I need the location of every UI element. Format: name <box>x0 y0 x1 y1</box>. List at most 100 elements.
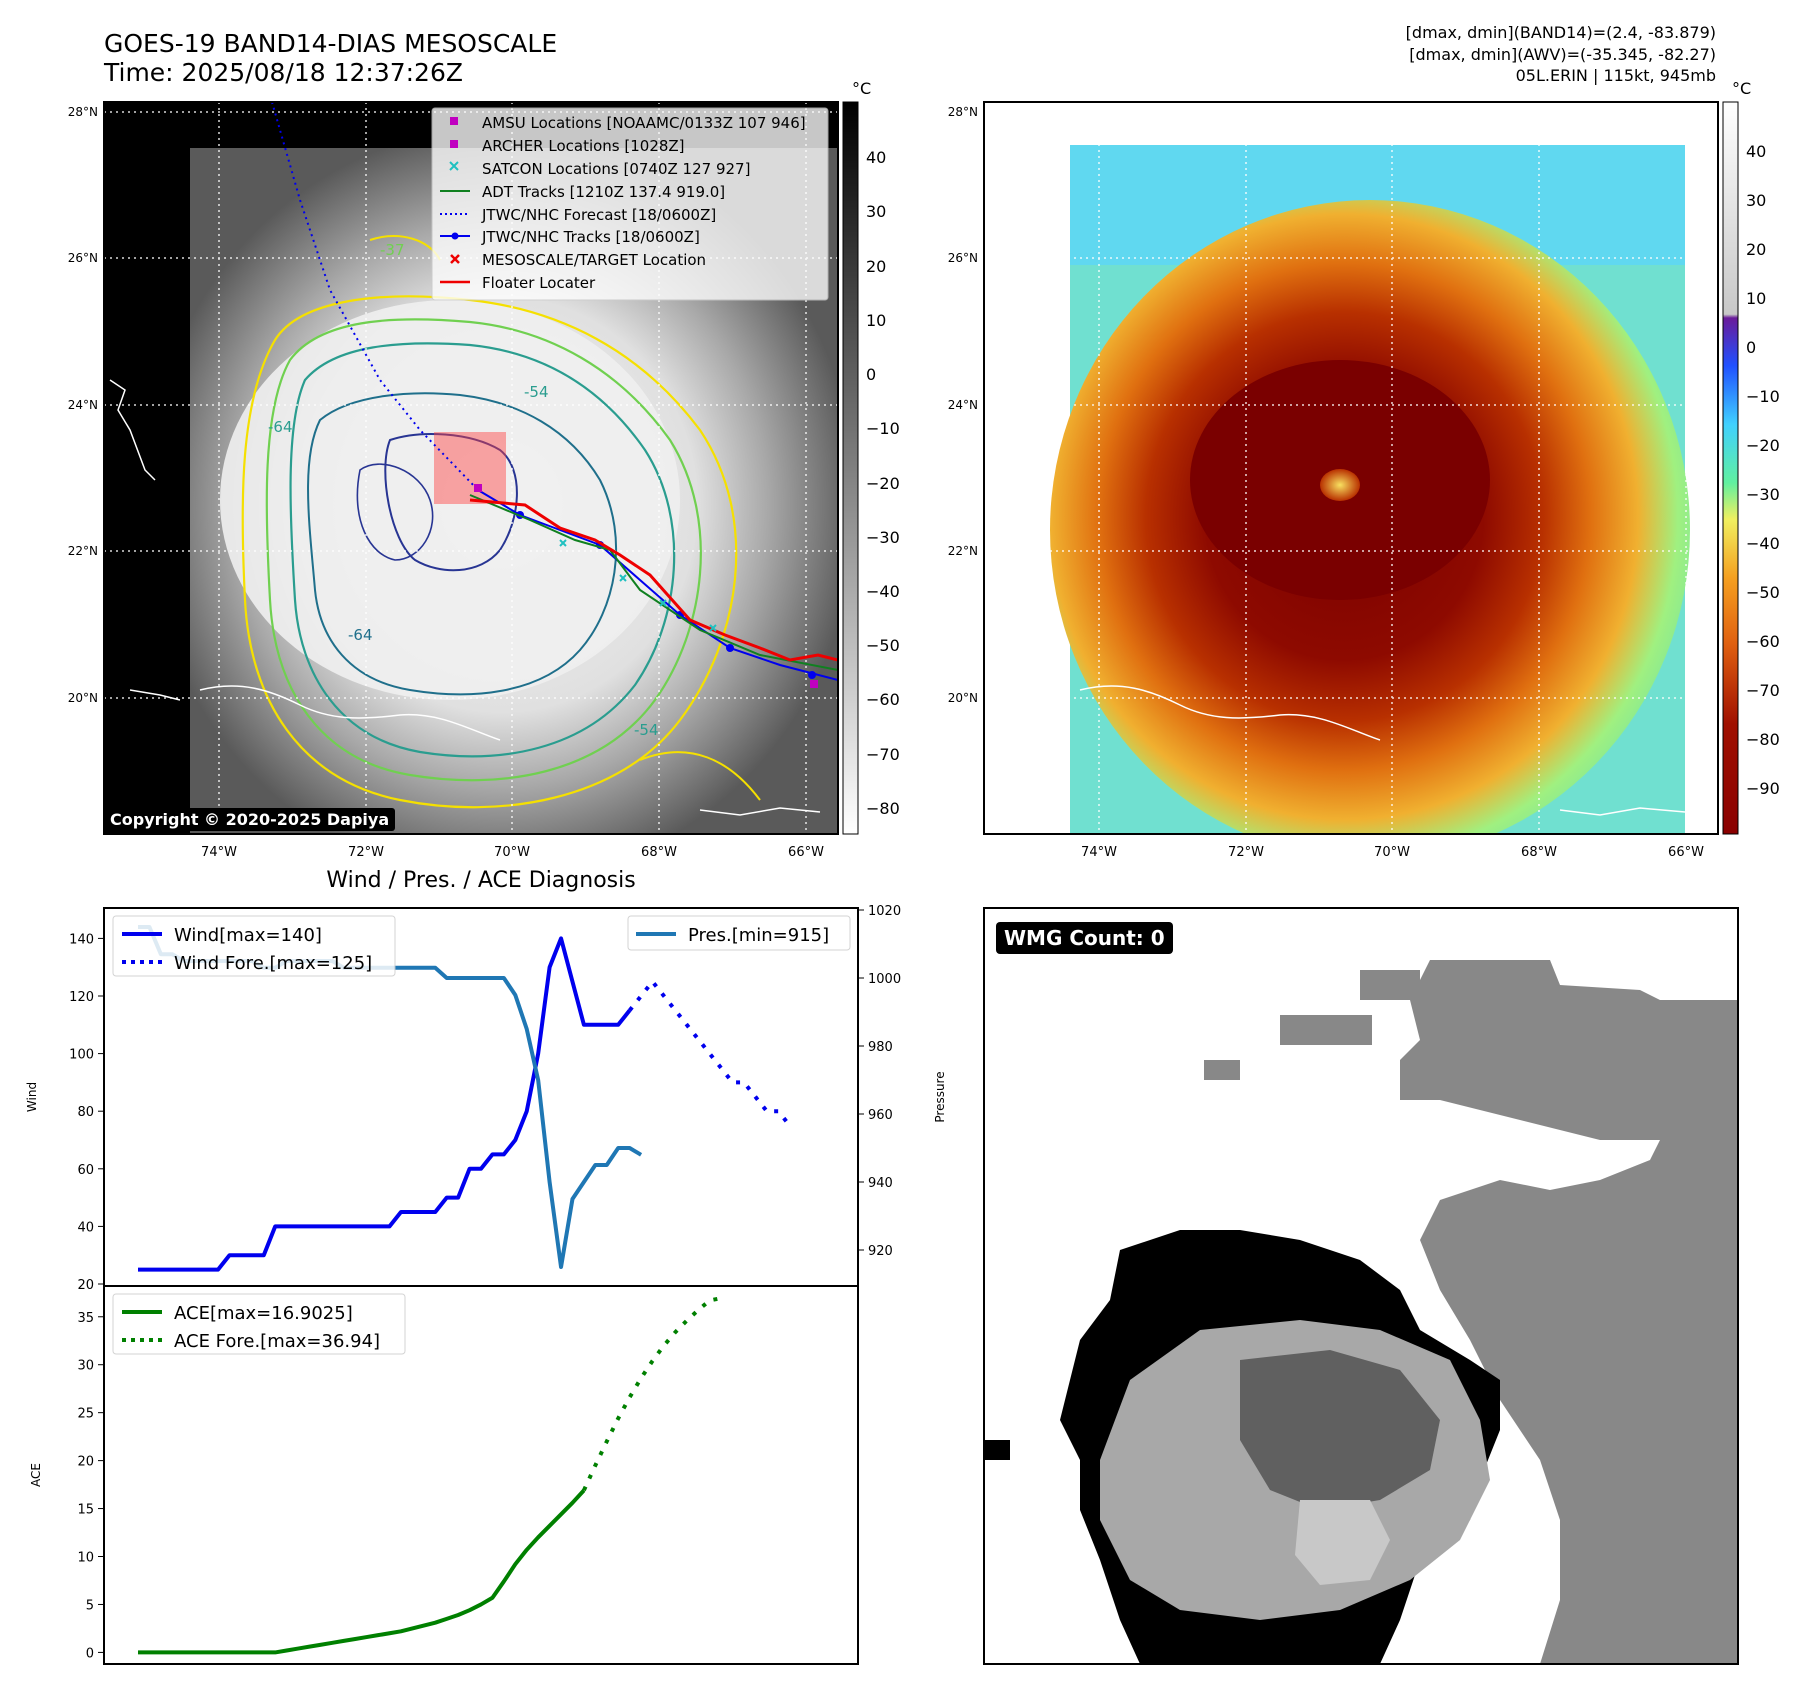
color-lat-26: 26°N <box>948 251 978 265</box>
wmg-count-badge: WMG Count: 0 <box>996 922 1173 954</box>
ace-ticks: 35 30 25 20 15 10 5 0 <box>77 1311 104 1661</box>
color-lat-labels: 28°N 26°N 24°N 22°N 20°N <box>948 105 978 705</box>
legend-forecast-label: JTWC/NHC Forecast [18/0600Z] <box>481 206 716 224</box>
ir-lat-26: 26°N <box>68 251 98 265</box>
color-eye <box>1320 469 1360 501</box>
color-tick-13: −90 <box>1746 779 1780 798</box>
gray-tick-2: 20 <box>866 257 886 276</box>
legend-amsu-label: AMSU Locations [NOAAMC/0133Z 107 946] <box>482 114 806 132</box>
color-lat-22: 22°N <box>948 544 978 558</box>
ace-tick-label: 20 <box>77 1455 94 1470</box>
coastline-puerto-rico <box>699 807 821 816</box>
color-lon-labels: 74°W 72°W 70°W 68°W 66°W <box>1081 845 1704 860</box>
legend-floater-label: Floater Locater <box>482 274 596 292</box>
ir-lat-20: 20°N <box>68 691 98 705</box>
coastline-cuba <box>129 689 181 701</box>
forecast-track <box>271 102 479 491</box>
contour-dark-teal <box>307 392 618 696</box>
ir-lon-labels: 74°W 72°W 70°W 68°W 66°W <box>201 845 824 860</box>
amsu-marker <box>810 680 818 688</box>
color-colorbar-unit: °C <box>1732 79 1751 98</box>
gray-tick-10: −60 <box>866 690 900 709</box>
legend-ace-label: ACE[max=16.9025] <box>174 1303 353 1324</box>
ir-cloud-core <box>220 300 680 700</box>
wind-left-ticks: 140 120 100 80 60 40 20 <box>69 932 104 1293</box>
wmg-gray-block-3 <box>1204 1060 1240 1080</box>
color-map-frame <box>983 101 1719 835</box>
color-tick-4: 0 <box>1746 338 1756 357</box>
gray-tick-9: −50 <box>866 636 900 655</box>
wmg-eye-region <box>1295 1500 1390 1585</box>
color-lat-24: 24°N <box>948 398 978 412</box>
gray-tick-5: −10 <box>866 419 900 438</box>
wind-tick-label: 40 <box>77 1220 94 1235</box>
color-tick-3: 10 <box>1746 289 1766 308</box>
ir-lon-70: 70°W <box>494 845 530 860</box>
pressure-ylabel: Pressure <box>933 1071 947 1122</box>
legend-archer-label: ARCHER Locations [1028Z] <box>482 137 685 155</box>
contour-label-1: -64 <box>268 418 293 436</box>
color-colorbar: °C 40 30 20 10 0 −10 −20 −30 −40 −50 −60… <box>1722 79 1780 835</box>
pressure-tick-label: 920 <box>868 1244 893 1259</box>
ir-lat-28: 28°N <box>68 105 98 119</box>
wind-ylabel: Wind <box>25 1082 39 1112</box>
figure-title: GOES-19 BAND14-DIAS MESOSCALE <box>104 29 557 58</box>
wind-right-ticks: 1020 1000 980 960 940 920 <box>858 904 901 1259</box>
pressure-legend: Pres.[min=915] <box>627 915 851 951</box>
ace-tick-label: 25 <box>77 1407 94 1422</box>
contour-navy <box>384 433 518 572</box>
ir-lat-labels: 28°N 26°N 24°N 22°N 20°N <box>68 105 98 705</box>
wmg-black-edge <box>984 1440 1010 1460</box>
legend-adt-label: ADT Tracks [1210Z 137.4 919.0] <box>482 183 725 201</box>
wind-chart-panel: Wind / Pres. / ACE Diagnosis 140 120 100 80… <box>25 868 947 1293</box>
ir-map-frame <box>103 101 839 835</box>
gray-tick-6: −20 <box>866 474 900 493</box>
color-colorbar-ticks: 40 30 20 10 0 −10 −20 −30 −40 −50 −60 −7… <box>1746 142 1780 798</box>
wind-tick-label: 60 <box>77 1163 94 1178</box>
legend-target-label: MESOSCALE/TARGET Location <box>482 251 706 269</box>
color-tick-1: 30 <box>1746 191 1766 210</box>
target-box <box>434 432 506 504</box>
archer-marker <box>474 484 482 492</box>
gray-colorbar-unit: °C <box>852 79 871 98</box>
wind-tick-label: 20 <box>77 1278 94 1293</box>
legend-archer-marker <box>450 140 458 148</box>
color-lat-20: 20°N <box>948 691 978 705</box>
wmg-gray-region <box>1400 960 1738 1664</box>
legend-tracks-label: JTWC/NHC Tracks [18/0600Z] <box>481 228 700 246</box>
wind-line <box>138 936 632 1272</box>
color-lon-66: 66°W <box>1668 845 1704 860</box>
ir-lat-22: 22°N <box>68 544 98 558</box>
ir-lat-24: 24°N <box>68 398 98 412</box>
color-tick-8: −40 <box>1746 534 1780 553</box>
wind-tick-label: 80 <box>77 1105 94 1120</box>
ace-tick-label: 0 <box>86 1646 94 1661</box>
wind-legend: Wind[max=140] Wind Fore.[max=125] <box>112 915 396 977</box>
ace-chart-panel: 35 30 25 20 15 10 5 0 ACE ACE[max=16.9025] ACE … <box>29 1285 859 1665</box>
coastline-bahamas-west <box>109 379 156 481</box>
legend-satcon-marker <box>449 161 459 171</box>
wmg-frame <box>983 907 1739 1665</box>
info-storm: 05L.ERIN | 115kt, 945mb <box>1516 66 1716 85</box>
color-coastline-pr <box>1559 807 1686 816</box>
info-dmax-awv: [dmax, dmin](AWV)=(-35.345, -82.27) <box>1409 45 1716 64</box>
wind-forecast-line <box>628 979 792 1127</box>
gray-colorbar-bar <box>842 101 859 835</box>
color-tick-9: −50 <box>1746 583 1780 602</box>
ace-tick-label: 5 <box>86 1598 94 1613</box>
wind-chart-title: Wind / Pres. / ACE Diagnosis <box>326 868 635 893</box>
legend-pres-label: Pres.[min=915] <box>688 925 829 946</box>
ace-ylabel: ACE <box>29 1463 43 1487</box>
contour-green <box>265 318 702 782</box>
ace-tick-label: 10 <box>77 1551 94 1566</box>
ir-map-panel: -64 -54 -64 -54 -37 AMSU Locations [NOAA… <box>68 101 839 860</box>
contour-yellow-south <box>639 751 761 801</box>
floater-track <box>469 498 838 662</box>
ace-tick-label: 30 <box>77 1359 94 1374</box>
color-lat-28: 28°N <box>948 105 978 119</box>
contour-label-3: -64 <box>348 626 373 644</box>
gray-tick-1: 30 <box>866 202 886 221</box>
color-tick-5: −10 <box>1746 387 1780 406</box>
legend-satcon-label: SATCON Locations [0740Z 127 927] <box>482 160 750 178</box>
legend-amsu-marker <box>450 117 458 125</box>
